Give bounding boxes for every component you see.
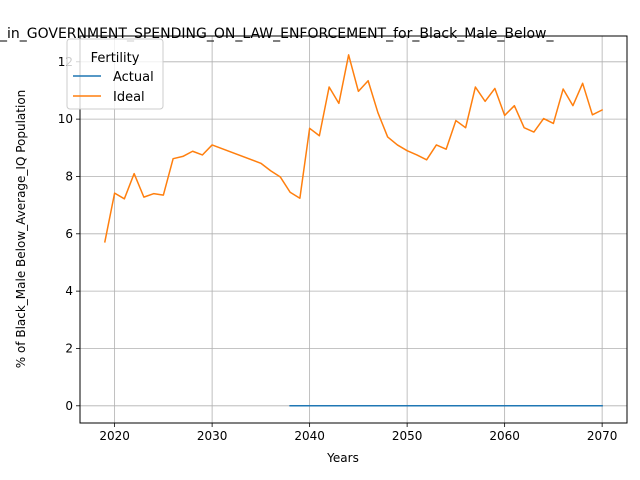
legend-label-actual: Actual (113, 70, 154, 85)
y-tick-label: 2 (65, 341, 73, 355)
x-tick-label: 2020 (99, 429, 130, 443)
legend-box (66, 38, 164, 110)
x-tick-label: 2030 (197, 429, 228, 443)
x-tick-label: 2040 (294, 429, 325, 443)
x-axis-label: Years (326, 451, 359, 465)
grid-lines (80, 36, 627, 423)
legend: Fertility Actual Ideal (66, 38, 164, 110)
y-tick-label: 10 (58, 112, 73, 126)
y-axis-label: % of Black_Male Below_Average_IQ Populat… (14, 90, 28, 369)
chart-title: _in_GOVERNMENT_SPENDING_ON_LAW_ENFORCEME… (0, 26, 555, 42)
y-tick-label: 0 (65, 399, 73, 413)
plot-frame (79, 35, 628, 424)
y-tick-label: 8 (65, 169, 73, 183)
series-lines (103, 54, 604, 407)
y-tick-label: 6 (65, 227, 73, 241)
x-axis: 2020 2030 2040 2050 2060 2070 (99, 423, 617, 443)
x-tick-label: 2050 (392, 429, 423, 443)
x-tick-label: 2070 (587, 429, 618, 443)
y-tick-label: 4 (65, 284, 73, 298)
x-tick-label: 2060 (489, 429, 520, 443)
series-line-ideal (103, 54, 604, 243)
legend-label-ideal: Ideal (113, 90, 145, 105)
legend-title: Fertility (91, 51, 140, 66)
